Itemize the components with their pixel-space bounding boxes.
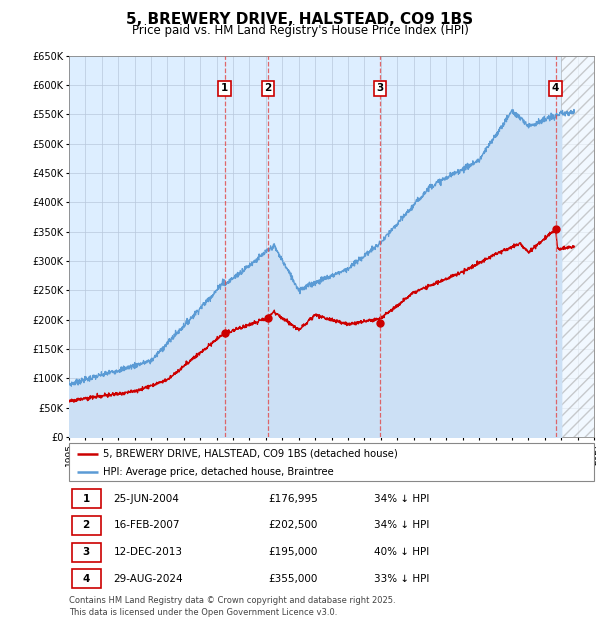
- Text: 34% ↓ HPI: 34% ↓ HPI: [373, 494, 429, 504]
- Text: 12-DEC-2013: 12-DEC-2013: [113, 547, 182, 557]
- Text: Price paid vs. HM Land Registry's House Price Index (HPI): Price paid vs. HM Land Registry's House …: [131, 24, 469, 37]
- Text: 1: 1: [82, 494, 89, 504]
- Text: 40% ↓ HPI: 40% ↓ HPI: [373, 547, 429, 557]
- Text: 2: 2: [82, 520, 89, 531]
- Text: 4: 4: [552, 83, 559, 93]
- Text: 25-JUN-2004: 25-JUN-2004: [113, 494, 179, 504]
- Text: £355,000: £355,000: [269, 574, 318, 584]
- Text: 16-FEB-2007: 16-FEB-2007: [113, 520, 180, 531]
- Text: 33% ↓ HPI: 33% ↓ HPI: [373, 574, 429, 584]
- Text: £195,000: £195,000: [269, 547, 318, 557]
- FancyBboxPatch shape: [71, 489, 101, 508]
- FancyBboxPatch shape: [71, 516, 101, 535]
- Text: 5, BREWERY DRIVE, HALSTEAD, CO9 1BS (detached house): 5, BREWERY DRIVE, HALSTEAD, CO9 1BS (det…: [103, 449, 398, 459]
- FancyBboxPatch shape: [71, 542, 101, 562]
- FancyBboxPatch shape: [69, 443, 594, 480]
- Text: HPI: Average price, detached house, Braintree: HPI: Average price, detached house, Brai…: [103, 467, 334, 477]
- Text: 3: 3: [376, 83, 383, 93]
- Text: 3: 3: [82, 547, 89, 557]
- Text: 34% ↓ HPI: 34% ↓ HPI: [373, 520, 429, 531]
- Bar: [561, 56, 594, 437]
- FancyBboxPatch shape: [71, 569, 101, 588]
- Text: 4: 4: [82, 574, 90, 584]
- Text: £176,995: £176,995: [269, 494, 318, 504]
- Text: 2: 2: [264, 83, 272, 93]
- Text: 5, BREWERY DRIVE, HALSTEAD, CO9 1BS: 5, BREWERY DRIVE, HALSTEAD, CO9 1BS: [127, 12, 473, 27]
- Text: 1: 1: [221, 83, 228, 93]
- Text: £202,500: £202,500: [269, 520, 318, 531]
- Text: 29-AUG-2024: 29-AUG-2024: [113, 574, 183, 584]
- Text: Contains HM Land Registry data © Crown copyright and database right 2025.
This d: Contains HM Land Registry data © Crown c…: [69, 596, 395, 618]
